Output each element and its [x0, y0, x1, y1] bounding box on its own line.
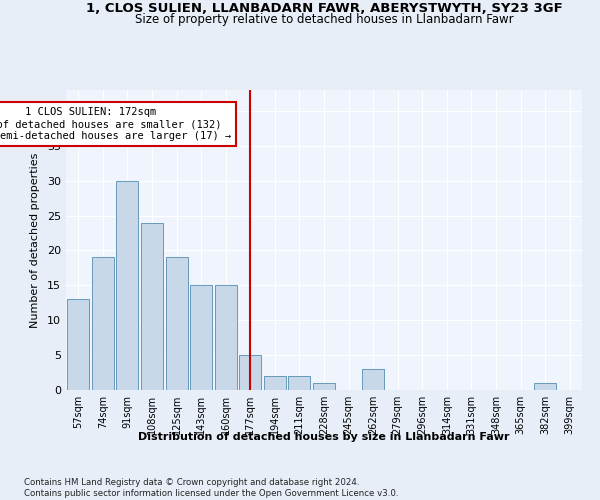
Bar — [190, 286, 212, 390]
Bar — [534, 383, 556, 390]
Bar — [141, 222, 163, 390]
Text: Distribution of detached houses by size in Llanbadarn Fawr: Distribution of detached houses by size … — [138, 432, 510, 442]
Text: Size of property relative to detached houses in Llanbadarn Fawr: Size of property relative to detached ho… — [134, 14, 514, 26]
Bar — [313, 383, 335, 390]
Bar — [239, 355, 262, 390]
Text: 1 CLOS SULIEN: 172sqm
← 89% of detached houses are smaller (132)
11% of semi-det: 1 CLOS SULIEN: 172sqm ← 89% of detached … — [0, 108, 231, 140]
Text: Contains HM Land Registry data © Crown copyright and database right 2024.
Contai: Contains HM Land Registry data © Crown c… — [24, 478, 398, 498]
Text: 1, CLOS SULIEN, LLANBADARN FAWR, ABERYSTWYTH, SY23 3GF: 1, CLOS SULIEN, LLANBADARN FAWR, ABERYST… — [86, 2, 562, 16]
Bar — [264, 376, 286, 390]
Y-axis label: Number of detached properties: Number of detached properties — [30, 152, 40, 328]
Bar — [116, 180, 139, 390]
Bar — [362, 369, 384, 390]
Bar — [215, 286, 237, 390]
Bar — [289, 376, 310, 390]
Bar — [92, 258, 114, 390]
Bar — [67, 300, 89, 390]
Bar — [166, 258, 188, 390]
